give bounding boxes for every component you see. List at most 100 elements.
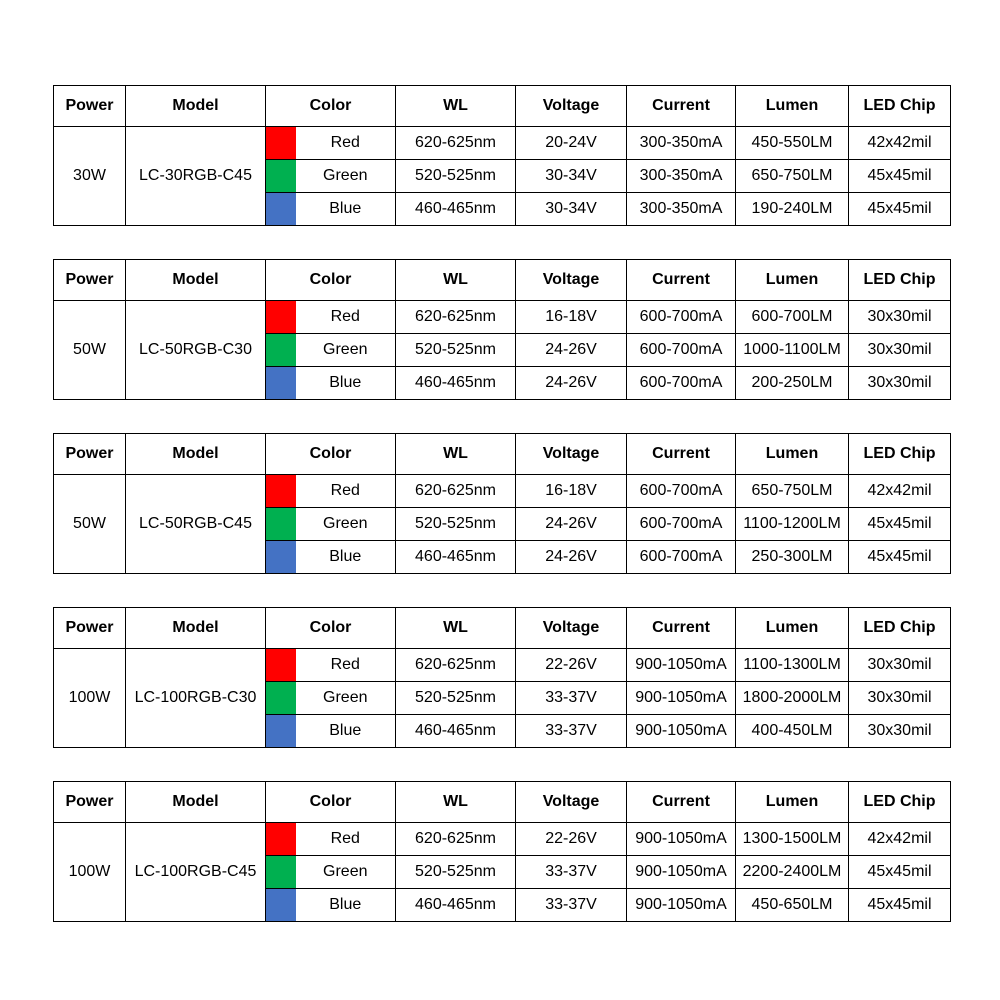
header-led-chip: LED Chip: [848, 259, 951, 301]
header-lumen: Lumen: [735, 85, 849, 127]
header-led-chip: LED Chip: [848, 433, 951, 475]
model-cell: LC-100RGB-C45: [125, 822, 266, 922]
voltage-cell: 16-18V: [515, 300, 627, 334]
header-power: Power: [53, 433, 126, 475]
color-name-cell: Blue: [295, 714, 396, 748]
color-swatch: [266, 160, 296, 192]
color-swatch-cell: [265, 888, 296, 922]
color-swatch-cell: [265, 333, 296, 367]
color-swatch-cell: [265, 540, 296, 574]
wl-cell: 520-525nm: [395, 681, 516, 715]
header-current: Current: [626, 781, 736, 823]
lumen-cell: 600-700LM: [735, 300, 849, 334]
voltage-cell: 33-37V: [515, 855, 627, 889]
color-swatch: [266, 301, 296, 333]
spec-table-5: Power Model Color WL Voltage Current Lum…: [53, 781, 951, 922]
header-row: Power Model Color WL Voltage Current Lum…: [53, 259, 951, 301]
color-swatch: [266, 682, 296, 714]
current-cell: 900-1050mA: [626, 888, 736, 922]
lumen-cell: 450-550LM: [735, 126, 849, 160]
current-cell: 900-1050mA: [626, 822, 736, 856]
voltage-cell: 20-24V: [515, 126, 627, 160]
lumen-cell: 650-750LM: [735, 474, 849, 508]
current-cell: 300-350mA: [626, 126, 736, 160]
color-name-cell: Blue: [295, 366, 396, 400]
header-voltage: Voltage: [515, 607, 627, 649]
wl-cell: 520-525nm: [395, 159, 516, 193]
color-swatch-cell: [265, 159, 296, 193]
color-swatch-cell: [265, 366, 296, 400]
current-cell: 600-700mA: [626, 474, 736, 508]
wl-cell: 520-525nm: [395, 333, 516, 367]
color-swatch: [266, 823, 296, 855]
led-chip-cell: 45x45mil: [848, 540, 951, 574]
model-cell: LC-30RGB-C45: [125, 126, 266, 226]
color-swatch: [266, 649, 296, 681]
table-row: 100W LC-100RGB-C30 Red 620-625nm 22-26V 900-1…: [53, 648, 951, 748]
color-name-cell: Green: [295, 159, 396, 193]
table-row: Blue 460-465nm 33-37V 900-1050mA 450-650LM 45…: [54, 888, 951, 922]
table-row: Green 520-525nm 24-26V 600-700mA 1100-1200LM…: [54, 507, 951, 541]
header-color: Color: [265, 85, 396, 127]
current-cell: 300-350mA: [626, 192, 736, 226]
color-name-cell: Red: [295, 126, 396, 160]
lumen-cell: 250-300LM: [735, 540, 849, 574]
color-swatch: [266, 334, 296, 366]
current-cell: 900-1050mA: [626, 648, 736, 682]
voltage-cell: 24-26V: [515, 540, 627, 574]
wl-cell: 620-625nm: [395, 300, 516, 334]
header-led-chip: LED Chip: [848, 607, 951, 649]
header-row: Power Model Color WL Voltage Current Lum…: [53, 433, 951, 475]
header-model: Model: [125, 607, 266, 649]
header-model: Model: [125, 781, 266, 823]
color-swatch-cell: [265, 507, 296, 541]
color-swatch: [266, 541, 296, 573]
table-row: 100W LC-100RGB-C45 Red 620-625nm 22-26V 900-1…: [53, 822, 951, 922]
lumen-cell: 1300-1500LM: [735, 822, 849, 856]
header-voltage: Voltage: [515, 433, 627, 475]
color-name-cell: Red: [295, 300, 396, 334]
led-chip-cell: 30x30mil: [848, 333, 951, 367]
color-swatch-cell: [265, 474, 296, 508]
voltage-cell: 33-37V: [515, 714, 627, 748]
header-voltage: Voltage: [515, 85, 627, 127]
power-cell: 50W: [53, 300, 126, 400]
color-swatch: [266, 508, 296, 540]
power-cell: 30W: [53, 126, 126, 226]
color-swatch-cell: [265, 648, 296, 682]
header-lumen: Lumen: [735, 607, 849, 649]
voltage-cell: 24-26V: [515, 333, 627, 367]
spec-table-4: Power Model Color WL Voltage Current Lum…: [53, 607, 951, 748]
color-name-cell: Green: [295, 507, 396, 541]
current-cell: 600-700mA: [626, 300, 736, 334]
lumen-cell: 400-450LM: [735, 714, 849, 748]
color-name-cell: Red: [295, 474, 396, 508]
voltage-cell: 22-26V: [515, 648, 627, 682]
wl-cell: 520-525nm: [395, 507, 516, 541]
led-chip-cell: 42x42mil: [848, 474, 951, 508]
current-cell: 900-1050mA: [626, 681, 736, 715]
lumen-cell: 650-750LM: [735, 159, 849, 193]
header-color: Color: [265, 781, 396, 823]
current-cell: 600-700mA: [626, 366, 736, 400]
spec-table-3: Power Model Color WL Voltage Current Lum…: [53, 433, 951, 574]
voltage-cell: 30-34V: [515, 159, 627, 193]
led-chip-cell: 45x45mil: [848, 192, 951, 226]
voltage-cell: 24-26V: [515, 507, 627, 541]
header-current: Current: [626, 85, 736, 127]
table-row: 50W LC-50RGB-C45 Red 620-625nm 16-18V 600-700…: [53, 474, 951, 574]
color-name-cell: Green: [295, 855, 396, 889]
voltage-cell: 33-37V: [515, 888, 627, 922]
color-name-cell: Blue: [295, 192, 396, 226]
header-wl: WL: [395, 259, 516, 301]
lumen-cell: 190-240LM: [735, 192, 849, 226]
color-swatch-cell: [265, 681, 296, 715]
led-chip-cell: 45x45mil: [848, 507, 951, 541]
color-swatch-cell: [265, 714, 296, 748]
color-swatch: [266, 889, 296, 921]
table-row: Blue 460-465nm 24-26V 600-700mA 200-250LM 30x…: [54, 366, 951, 400]
color-name-cell: Red: [295, 648, 396, 682]
header-model: Model: [125, 433, 266, 475]
color-swatch: [266, 856, 296, 888]
lumen-cell: 1000-1100LM: [735, 333, 849, 367]
